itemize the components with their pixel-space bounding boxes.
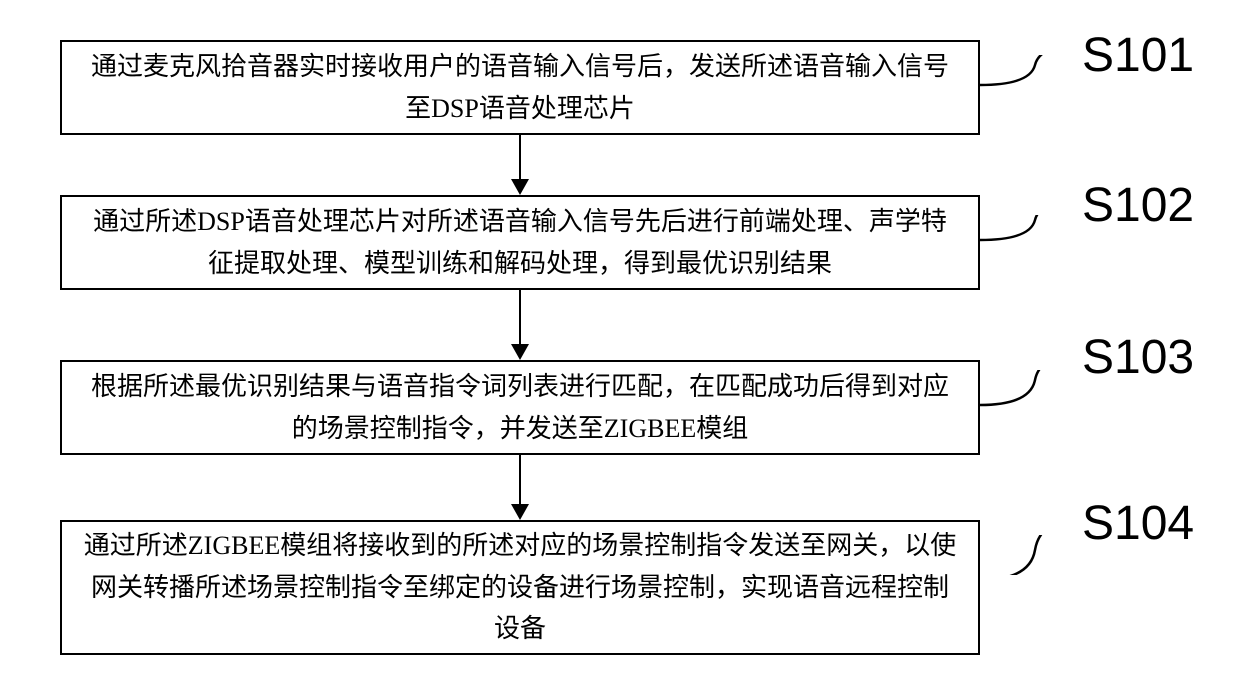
step-text: 通过所述ZIGBEE模组将接收到的所述对应的场景控制指令发送至网关，以使网关转播… bbox=[82, 525, 958, 650]
flowchart-step-box: 通过所述ZIGBEE模组将接收到的所述对应的场景控制指令发送至网关，以使网关转播… bbox=[60, 520, 980, 655]
flow-arrow bbox=[60, 290, 980, 360]
step-text: 根据所述最优识别结果与语音指令词列表进行匹配，在匹配成功后得到对应的场景控制指令… bbox=[82, 366, 958, 449]
flow-arrow bbox=[60, 135, 980, 195]
connector-curve bbox=[980, 55, 1080, 95]
connector-curve bbox=[980, 215, 1080, 255]
flowchart-container: 通过麦克风拾音器实时接收用户的语音输入信号后，发送所述语音输入信号至DSP语音处… bbox=[30, 20, 1209, 660]
step-label: S102 bbox=[1082, 178, 1194, 233]
step-text: 通过麦克风拾音器实时接收用户的语音输入信号后，发送所述语音输入信号至DSP语音处… bbox=[82, 46, 958, 129]
flowchart-step-box: 通过麦克风拾音器实时接收用户的语音输入信号后，发送所述语音输入信号至DSP语音处… bbox=[60, 40, 980, 135]
step-label: S101 bbox=[1082, 28, 1194, 83]
step-label: S103 bbox=[1082, 330, 1194, 385]
connector-curve bbox=[980, 370, 1080, 410]
flow-arrow bbox=[60, 455, 980, 520]
connector-curve bbox=[980, 535, 1080, 575]
flowchart-step-box: 通过所述DSP语音处理芯片对所述语音输入信号先后进行前端处理、声学特征提取处理、… bbox=[60, 195, 980, 290]
step-text: 通过所述DSP语音处理芯片对所述语音输入信号先后进行前端处理、声学特征提取处理、… bbox=[82, 201, 958, 284]
flowchart-step-box: 根据所述最优识别结果与语音指令词列表进行匹配，在匹配成功后得到对应的场景控制指令… bbox=[60, 360, 980, 455]
step-label: S104 bbox=[1082, 496, 1194, 551]
